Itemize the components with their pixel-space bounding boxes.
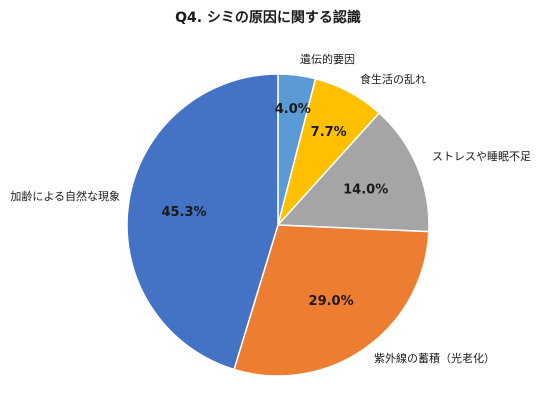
pie-slice-4 [233, 224, 430, 377]
slice-category-label-3: ストレスや睡眠不足 [432, 150, 531, 163]
slice-value-label-4: 29.0% [309, 294, 354, 309]
pie-slice-3 [276, 111, 430, 233]
slice-value-label-1: 4.0% [275, 102, 311, 117]
slice-value-label-5: 45.3% [161, 205, 206, 220]
slice-category-label-2: 食生活の乱れ [360, 72, 426, 86]
pie-value-labels: 4.0%7.7% 14.0% 29.0% 45.3% [161, 102, 388, 309]
slice-value-label-3: 14.0% [343, 182, 388, 197]
chart-title: Q4. シミの原因に関する認識 [175, 9, 361, 26]
pie-slices [126, 73, 430, 377]
slice-category-label-5: 加齢による自然な現象 [10, 189, 120, 203]
slice-value-label-2: 7.7% [311, 125, 347, 140]
slice-category-label-4: 紫外線の蓄積（光老化） [374, 351, 495, 365]
pie-slice-5 [126, 73, 279, 371]
slice-category-label-1: 遺伝的要因 [300, 52, 355, 66]
